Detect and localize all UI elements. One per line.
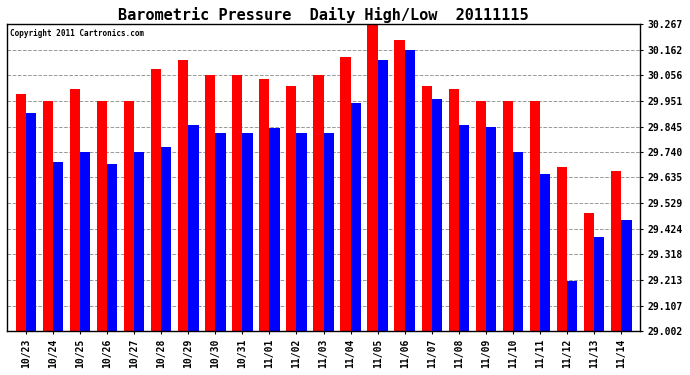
Bar [340,57,351,331]
Bar [351,104,361,331]
Bar [584,213,594,331]
Bar [80,152,90,331]
Bar [242,133,253,331]
Bar [540,174,551,331]
Bar [161,147,172,331]
Bar [324,133,334,331]
Bar [432,99,442,331]
Bar [486,126,496,331]
Title: Barometric Pressure  Daily High/Low  20111115: Barometric Pressure Daily High/Low 20111… [118,7,529,23]
Bar [567,280,578,331]
Bar [70,89,80,331]
Bar [594,237,604,331]
Bar [611,171,621,331]
Bar [26,113,36,331]
Bar [621,220,631,331]
Bar [395,40,405,331]
Bar [134,152,144,331]
Bar [205,75,215,331]
Bar [97,101,107,331]
Bar [475,101,486,331]
Bar [232,75,242,331]
Bar [503,101,513,331]
Bar [367,24,377,331]
Bar [269,128,279,331]
Bar [43,101,53,331]
Bar [377,60,388,331]
Bar [107,164,117,331]
Bar [459,125,469,331]
Bar [422,87,432,331]
Bar [215,133,226,331]
Bar [405,50,415,331]
Bar [286,87,297,331]
Bar [151,69,161,331]
Bar [297,133,307,331]
Bar [124,101,134,331]
Bar [188,125,199,331]
Bar [530,101,540,331]
Bar [513,152,523,331]
Bar [178,60,188,331]
Text: Copyright 2011 Cartronics.com: Copyright 2011 Cartronics.com [10,29,144,38]
Bar [259,79,269,331]
Bar [557,166,567,331]
Bar [53,162,63,331]
Bar [448,89,459,331]
Bar [313,75,324,331]
Bar [16,94,26,331]
